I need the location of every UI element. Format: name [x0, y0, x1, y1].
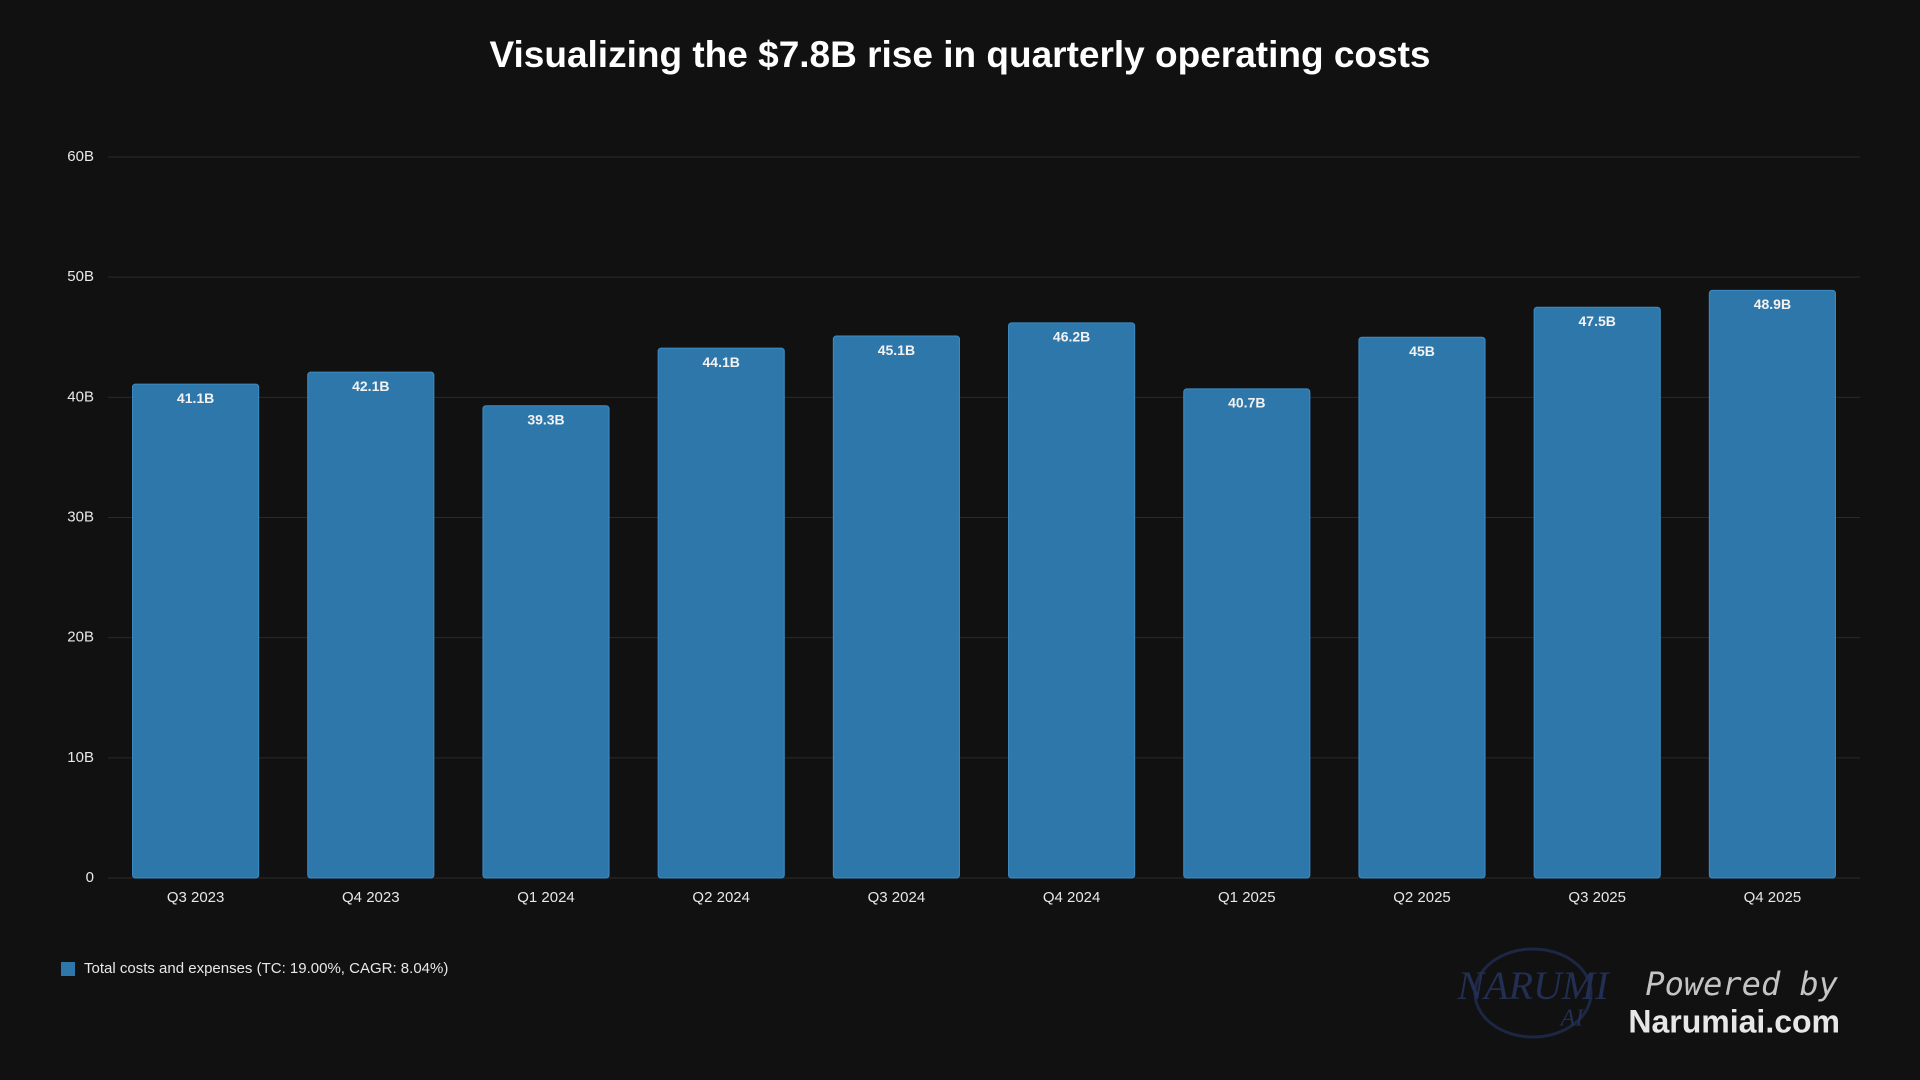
bar	[1008, 322, 1136, 879]
chart-title: Visualizing the $7.8B rise in quarterly …	[489, 34, 1430, 75]
bar	[307, 371, 435, 879]
value-label: 44.1B	[703, 354, 740, 370]
y-tick-label: 30B	[67, 508, 94, 525]
x-tick-label: Q3 2025	[1568, 889, 1626, 906]
logo-text: NARUMI	[1456, 963, 1610, 1008]
x-tick-label: Q2 2025	[1393, 889, 1451, 906]
value-label: 48.9B	[1754, 296, 1791, 312]
y-tick-label: 40B	[67, 388, 94, 405]
value-label: 42.1B	[352, 378, 389, 394]
y-tick-label: 20B	[67, 629, 94, 646]
x-tick-label: Q4 2024	[1043, 889, 1101, 906]
value-label: 39.3B	[527, 411, 564, 427]
y-tick-label: 0	[86, 869, 94, 886]
bar	[1183, 388, 1311, 879]
y-tick-label: 60B	[67, 148, 94, 165]
x-tick-label: Q3 2023	[167, 889, 225, 906]
powered-by: Powered by	[1645, 965, 1838, 1003]
value-label: 47.5B	[1579, 313, 1616, 329]
legend-label: Total costs and expenses (TC: 19.00%, CA…	[84, 960, 448, 977]
logo-ring	[1473, 947, 1593, 1039]
value-label: 40.7B	[1228, 395, 1265, 411]
legend-swatch	[61, 962, 75, 976]
x-tick-label: Q4 2023	[342, 889, 400, 906]
x-tick-label: Q2 2024	[692, 889, 750, 906]
y-tick-label: 10B	[67, 749, 94, 766]
bar	[482, 405, 610, 879]
x-tick-label: Q3 2024	[868, 889, 926, 906]
x-tick-label: Q1 2024	[517, 889, 575, 906]
bar	[132, 383, 260, 879]
bar	[1708, 289, 1836, 879]
value-label: 41.1B	[177, 390, 214, 406]
value-label: 45.1B	[878, 342, 915, 358]
x-tick-label: Q1 2025	[1218, 889, 1276, 906]
x-tick-label: Q4 2025	[1744, 889, 1802, 906]
site-name: Narumiai.com	[1628, 1003, 1840, 1039]
bar	[832, 335, 960, 879]
bar	[1358, 336, 1486, 879]
y-tick-label: 50B	[67, 268, 94, 285]
bar	[1533, 306, 1661, 879]
value-label: 46.2B	[1053, 329, 1090, 345]
branding: NARUMI AI Powered by Narumiai.com	[1456, 947, 1840, 1039]
logo-sub: AI	[1559, 1006, 1585, 1032]
bar	[657, 347, 785, 879]
value-label: 45B	[1409, 343, 1435, 359]
